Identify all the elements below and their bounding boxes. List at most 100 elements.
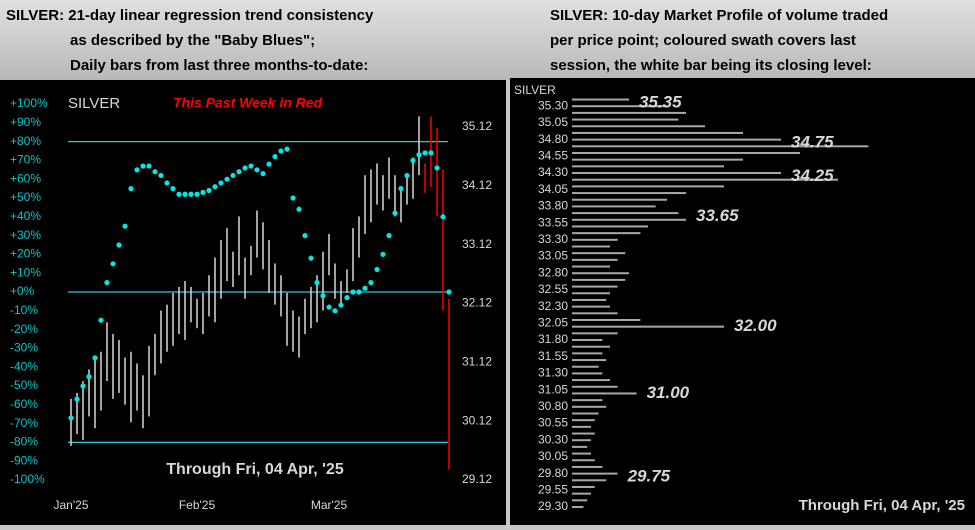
volume-bar [572,425,591,428]
x-tick-label: Jan'25 [54,498,89,512]
trend-dot [386,233,392,239]
highlight-label: This Past Week in Red [173,95,323,111]
trend-dot [272,154,278,160]
volume-bar [572,118,679,121]
volume-bar [572,419,595,422]
header-line: Daily bars from last three months-to-dat… [70,57,368,74]
y-tick-label: -100% [10,472,45,486]
volume-bar [572,212,679,215]
trend-dot [362,285,368,291]
trend-dot [434,165,440,171]
y2-tick-label: 33.12 [462,237,492,251]
volume-bar [572,225,648,228]
y-tick-label: -30% [10,341,38,355]
volume-bar [572,359,607,362]
header-line: SILVER: 21-day linear regression trend c… [6,7,374,24]
y-tick-label: -80% [10,435,38,449]
price-annotation: 29.75 [627,466,671,485]
trend-dot [110,261,116,267]
y-tick-label: 35.05 [538,115,568,129]
trend-dot [152,169,158,175]
trend-dot [284,146,290,152]
trend-dot [416,152,422,158]
volume-bar [572,352,603,355]
y-tick-label: 32.80 [538,265,568,279]
y-tick-label: 34.55 [538,148,568,162]
volume-bar [572,238,618,241]
right-panel [510,78,975,525]
volume-bar [572,432,595,435]
volume-bar [572,445,588,448]
price-annotation: 32.00 [734,316,777,335]
price-annotation: 35.35 [639,92,682,111]
volume-bar [572,399,603,402]
header-line: session, the white bar being its closing… [550,57,872,74]
y-tick-label: 30.55 [538,416,568,430]
trend-dot [296,206,302,212]
y-tick-label: 31.30 [538,366,568,380]
volume-bar [572,339,603,342]
volume-bar [572,472,618,475]
x-tick-label: Mar'25 [311,498,348,512]
trend-dot [206,187,212,194]
volume-bar [572,459,595,462]
y-tick-label: 30.30 [538,432,568,446]
volume-bar [572,272,629,275]
trend-dot [74,396,80,402]
trend-dot [344,295,350,301]
y-tick-label: +100% [10,96,48,110]
volume-bar [572,452,591,455]
y-tick-label: 31.80 [538,332,568,346]
trend-dot [122,223,128,229]
volume-bar [572,138,781,141]
footer: Through Fri, 04 Apr, '25 [166,461,344,478]
trend-dot [236,169,242,175]
y-tick-label: 34.80 [538,132,568,146]
y-tick-label: -90% [10,453,38,467]
trend-dot [224,176,230,182]
volume-bar [572,232,641,235]
y-tick-label: 30.05 [538,449,568,463]
trend-dot [314,280,320,286]
trend-dot [356,289,362,295]
trend-dot [266,161,272,167]
trend-dot [422,150,428,156]
trend-dot [98,317,104,323]
y-tick-label: +10% [10,265,41,279]
trend-dot [446,289,452,295]
y-tick-label: 33.30 [538,232,568,246]
trend-dot [380,251,386,257]
trend-dot [140,163,146,169]
volume-bar [572,305,610,308]
y-tick-label: 29.55 [538,482,568,496]
volume-bar [572,345,610,348]
volume-bar [572,318,641,321]
trend-dot [116,242,122,248]
footer: Through Fri, 04 Apr, '25 [799,497,965,514]
y-tick-label: 32.30 [538,299,568,313]
header-line: SILVER: 10-day Market Profile of volume … [550,7,888,24]
trend-dot [260,170,266,177]
volume-bar [572,365,599,368]
y-tick-label: +20% [10,247,41,261]
y-tick-label: 29.30 [538,499,568,513]
volume-bar [572,98,629,101]
y-tick-label: 34.30 [538,165,568,179]
volume-bar [572,198,667,201]
volume-bar [572,439,591,442]
header-band [0,0,975,80]
volume-bar [572,372,603,375]
volume-bar [572,111,686,114]
volume-bar [572,506,584,509]
volume-bar [572,285,618,288]
volume-bar [572,172,781,175]
volume-bar [572,265,610,268]
volume-bar [572,405,607,408]
volume-bar [572,245,610,248]
trend-dot [338,302,344,308]
y2-tick-label: 35.12 [462,119,492,133]
y2-tick-label: 29.12 [462,472,492,486]
trend-dot [368,280,374,286]
volume-bar [572,131,743,134]
